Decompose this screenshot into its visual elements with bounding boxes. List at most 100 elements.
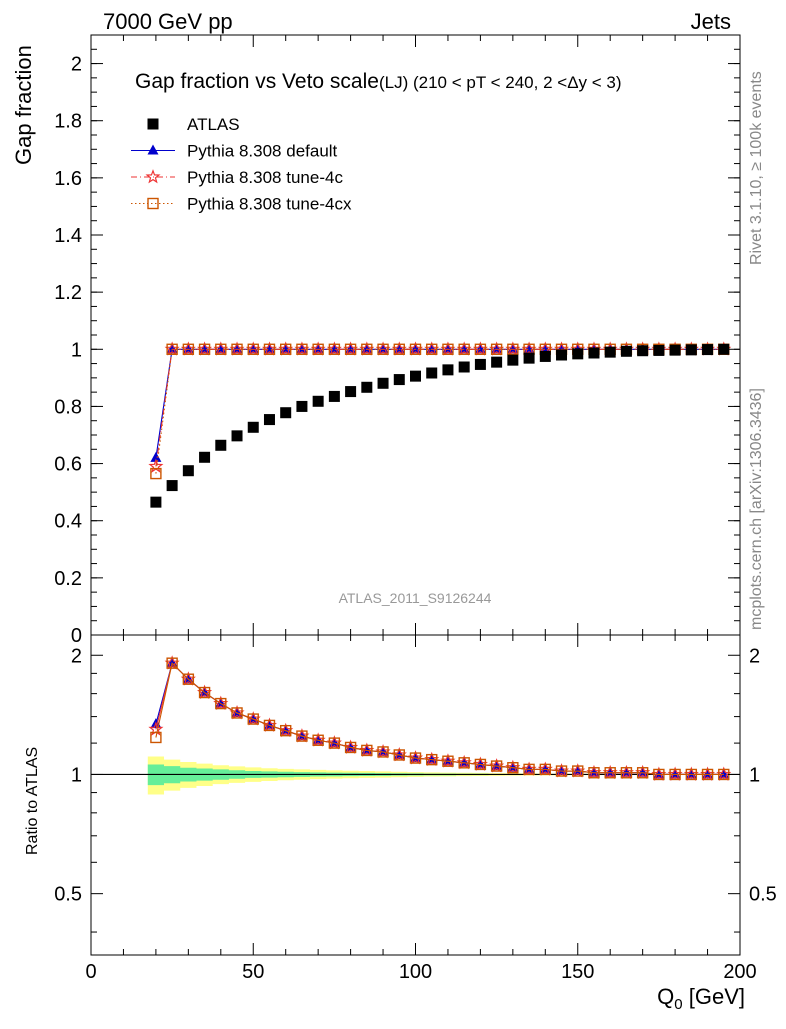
ratio-point xyxy=(312,734,324,746)
data-point-atlas xyxy=(199,451,211,463)
data-point-atlas xyxy=(442,364,454,376)
data-point xyxy=(182,343,195,355)
data-point-atlas xyxy=(393,374,405,386)
data-point xyxy=(247,343,259,355)
main-ytick-label: 1.6 xyxy=(54,168,82,190)
series-line-pythia-8-308-tune-4c xyxy=(155,348,724,467)
main-ytick-label: 0.6 xyxy=(54,454,82,476)
mcplots-label: mcplots.cern.ch [arXiv:1306.3436] xyxy=(748,388,765,630)
legend-marker xyxy=(147,118,159,130)
data-point xyxy=(474,343,487,355)
data-point-atlas xyxy=(523,352,535,364)
main-ytick-label: 0.8 xyxy=(54,396,82,418)
data-point-atlas xyxy=(247,421,259,433)
ratio-point xyxy=(555,765,568,777)
data-point xyxy=(312,343,324,355)
ratio-point xyxy=(442,755,454,767)
ratio-point xyxy=(604,767,616,779)
ratio-point xyxy=(426,753,438,766)
analysis-watermark: ATLAS_2011_S9126244 xyxy=(339,590,492,606)
main-ytick-label: 1.8 xyxy=(54,111,82,133)
ratio-point xyxy=(507,762,519,774)
legend-label: Pythia 8.308 default xyxy=(187,142,338,161)
ratio-point xyxy=(620,767,633,779)
ratio-point xyxy=(458,757,470,769)
ratio-point xyxy=(296,730,308,742)
data-point-atlas xyxy=(377,377,389,389)
ratio-point xyxy=(685,768,698,781)
main-ytick-label: 1.2 xyxy=(54,282,82,304)
ratio-ytick-label: 1 xyxy=(71,764,82,786)
xtick-label: 0 xyxy=(85,961,96,983)
data-point xyxy=(507,343,519,355)
series-line-pythia-8-308-default xyxy=(155,348,724,458)
data-point xyxy=(150,451,162,462)
data-point xyxy=(231,343,243,355)
data-point xyxy=(393,343,405,355)
ratio-point xyxy=(572,765,584,777)
ratio-point xyxy=(182,673,195,685)
data-point-atlas xyxy=(312,395,324,407)
x-axis-label: Q0 [GeV] xyxy=(657,984,745,1013)
ratio-point xyxy=(344,741,357,754)
ratio-ytick-label-right: 2 xyxy=(749,645,760,667)
data-point-atlas xyxy=(653,344,665,356)
x-axis-label-unit: [GeV] xyxy=(683,984,745,1009)
data-point-atlas xyxy=(166,480,178,492)
ratio-point xyxy=(247,713,259,725)
x-axis-label-var: Q xyxy=(657,984,674,1009)
ratio-panel: 0.5 0.51 12 20 50 100 150 200 Ratio to ATLAS Q0… xyxy=(24,634,777,1013)
data-point-atlas xyxy=(539,350,551,362)
data-point-atlas xyxy=(669,344,681,356)
main-ytick-label: 0.2 xyxy=(54,568,82,590)
ratio-point xyxy=(669,768,681,781)
main-ytick-label: 0 xyxy=(71,625,82,647)
data-point xyxy=(409,343,422,355)
data-point-atlas xyxy=(588,347,600,359)
data-point-atlas xyxy=(280,407,292,419)
main-ylabel: Gap fraction xyxy=(11,45,36,165)
ratio-point xyxy=(198,686,211,699)
legend-marker xyxy=(147,197,159,210)
data-point-atlas xyxy=(345,386,357,398)
main-ytick-label: 0.4 xyxy=(54,511,82,533)
data-point-atlas xyxy=(215,439,227,451)
data-point xyxy=(426,343,438,355)
rivet-version-label: Rivet 3.1.10, ≥ 100k events xyxy=(748,71,765,265)
ratio-point xyxy=(231,707,243,719)
ratio-ytick-label-right: 1 xyxy=(749,764,760,786)
series-line-pythia-8-308-tune-4cx xyxy=(155,348,724,474)
chart-title-main: Gap fraction vs Veto scale xyxy=(135,70,379,93)
ratio-point xyxy=(701,768,714,781)
data-point xyxy=(263,343,276,355)
ratio-point xyxy=(263,719,276,732)
chart-title-cuts: (LJ) (210 < pT < 240, 2 <Δy < 3) xyxy=(379,73,622,92)
ratio-point xyxy=(280,724,292,737)
data-point-atlas xyxy=(702,344,714,356)
data-point xyxy=(344,343,357,355)
legend-label: ATLAS xyxy=(187,115,240,134)
xtick-label: 200 xyxy=(723,961,756,983)
xtick-label: 100 xyxy=(399,961,432,983)
data-point xyxy=(490,343,503,355)
main-ytick-label: 2 xyxy=(71,54,82,76)
data-point-atlas xyxy=(263,414,275,426)
main-ytick-label: 1.4 xyxy=(54,225,82,247)
data-point-atlas xyxy=(491,356,503,368)
data-point xyxy=(361,343,373,355)
data-point-atlas xyxy=(426,367,438,379)
header-process: 7000 GeV pp xyxy=(103,9,233,34)
x-axis-label-sub: 0 xyxy=(674,996,682,1013)
ratio-point xyxy=(539,763,551,776)
legend-label: Pythia 8.308 tune-4c xyxy=(187,168,343,187)
data-point-atlas xyxy=(182,465,194,477)
ratio-point xyxy=(653,768,665,781)
data-point xyxy=(442,343,454,355)
data-point xyxy=(198,343,211,355)
ratio-point xyxy=(636,767,649,779)
data-point xyxy=(215,343,227,355)
ratio-point xyxy=(150,731,162,744)
ratio-point xyxy=(393,749,405,761)
data-point-atlas xyxy=(718,343,730,355)
